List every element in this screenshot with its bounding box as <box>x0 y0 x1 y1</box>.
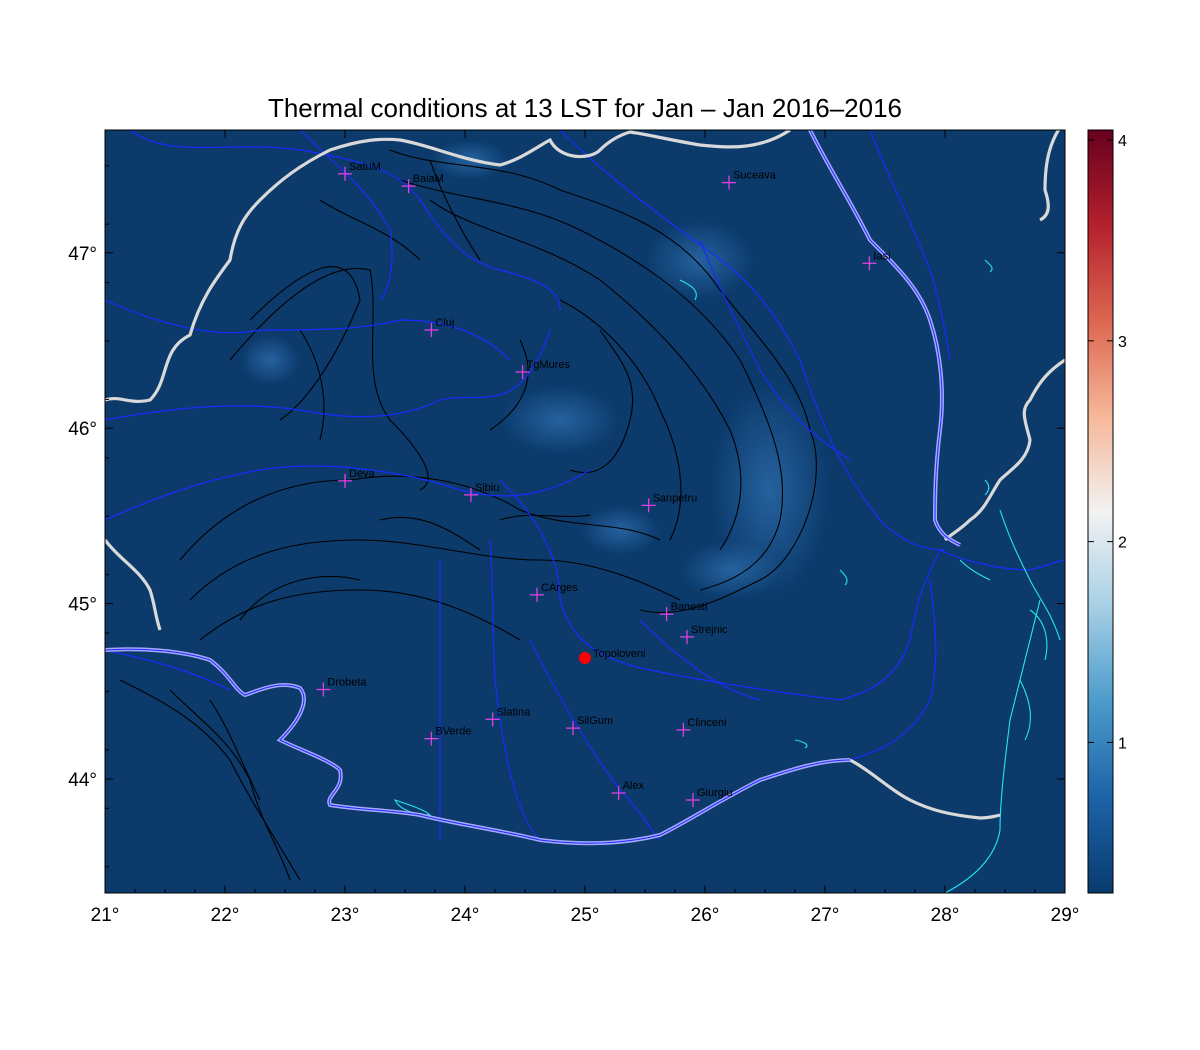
map-background <box>105 130 1065 893</box>
city-marker: SilGum <box>566 715 613 736</box>
city-label: BaiaM <box>413 173 444 185</box>
x-tick-label: 24° <box>451 905 480 926</box>
city-label: Deva <box>349 468 376 480</box>
y-tick-label: 45° <box>68 595 97 616</box>
city-marker: SatuM <box>338 161 381 181</box>
city-label: Giurgiu <box>697 787 732 799</box>
city-label: BVerde <box>435 726 471 738</box>
city-marker: Sibiu <box>464 482 499 502</box>
city-label: SatuM <box>349 161 381 173</box>
city-marker: Clinceni <box>676 717 727 737</box>
city-marker: TgMures <box>515 359 571 380</box>
city-label: Banesti <box>671 601 708 613</box>
city-marker: Drobeta <box>316 677 367 697</box>
country-borders <box>105 130 1065 820</box>
city-marker: Banesti <box>659 601 708 622</box>
city-marker: Iasi <box>862 250 891 271</box>
rivers <box>105 130 1065 841</box>
x-tick-label: 28° <box>931 905 960 926</box>
city-marker: BaiaM <box>401 173 444 194</box>
danube-border <box>105 130 961 846</box>
x-tick-label: 22° <box>211 905 240 926</box>
cb-tick-label: 1 <box>1118 735 1127 752</box>
city-label: Suceava <box>733 170 777 182</box>
cb-tick-label: 2 <box>1118 535 1127 552</box>
x-tick-label: 29° <box>1051 905 1080 926</box>
colorbar-scale <box>1087 129 1114 894</box>
city-label: Alex <box>623 780 645 792</box>
y-tick-label: 47° <box>68 244 97 265</box>
highlighted-station: Topoloveni <box>579 648 646 664</box>
water-bodies <box>393 259 1061 893</box>
y-tick-label: 44° <box>68 770 97 791</box>
city-label: Slatina <box>497 706 532 718</box>
y-axis-ticks: 44° 45° 46° 47° <box>68 165 1065 868</box>
thermal-highlight-patches <box>240 140 830 600</box>
x-tick-label: 26° <box>691 905 720 926</box>
city-label: TgMures <box>527 359 571 371</box>
highlight-dot <box>579 651 591 664</box>
city-marker: Sanpetru <box>641 492 698 513</box>
city-label: Cluj <box>435 317 454 329</box>
x-tick-label: 23° <box>331 905 360 926</box>
city-marker: Alex <box>611 780 645 801</box>
city-marker: Strejnic <box>680 624 728 644</box>
city-marker: Slatina <box>485 706 532 727</box>
colorbar-ticks: 1 2 3 4 <box>1088 133 1127 752</box>
city-marker: Cluj <box>424 317 454 337</box>
city-label: Clinceni <box>687 717 726 729</box>
city-label: Sibiu <box>475 482 499 494</box>
city-marker: BVerde <box>424 726 471 746</box>
city-marker: Suceava <box>722 170 777 190</box>
city-marker: CArges <box>530 582 578 602</box>
chart-title: Thermal conditions at 13 LST for Jan – J… <box>268 93 902 123</box>
city-label: SilGum <box>577 715 613 727</box>
city-label: Drobeta <box>327 677 367 689</box>
y-tick-label: 46° <box>68 419 97 440</box>
terrain-contours <box>119 149 817 881</box>
city-label: CArges <box>541 582 578 594</box>
city-markers: SatuM BaiaM Suceava Iasi Cluj TgMures Deva Sibi… <box>316 161 891 808</box>
highlight-label: Topoloveni <box>593 648 646 660</box>
x-tick-label: 21° <box>91 905 120 926</box>
cb-tick-label: 3 <box>1118 334 1127 351</box>
city-label: Sanpetru <box>653 492 698 504</box>
cb-tick-label: 4 <box>1118 133 1127 150</box>
x-axis-ticks: 21° 22° 23° 24° 25° 26° 27° 28° 29° <box>91 130 1080 926</box>
city-marker: Deva <box>338 468 376 488</box>
city-label: Iasi <box>873 250 890 262</box>
x-tick-label: 27° <box>811 905 840 926</box>
city-label: Strejnic <box>691 624 728 636</box>
x-tick-label: 25° <box>571 905 600 926</box>
colorbar: 1 2 3 4 <box>1087 129 1127 894</box>
map-area: SatuM BaiaM Suceava Iasi Cluj TgMures Deva Sibi… <box>105 130 1065 893</box>
city-marker: Giurgiu <box>686 787 732 808</box>
